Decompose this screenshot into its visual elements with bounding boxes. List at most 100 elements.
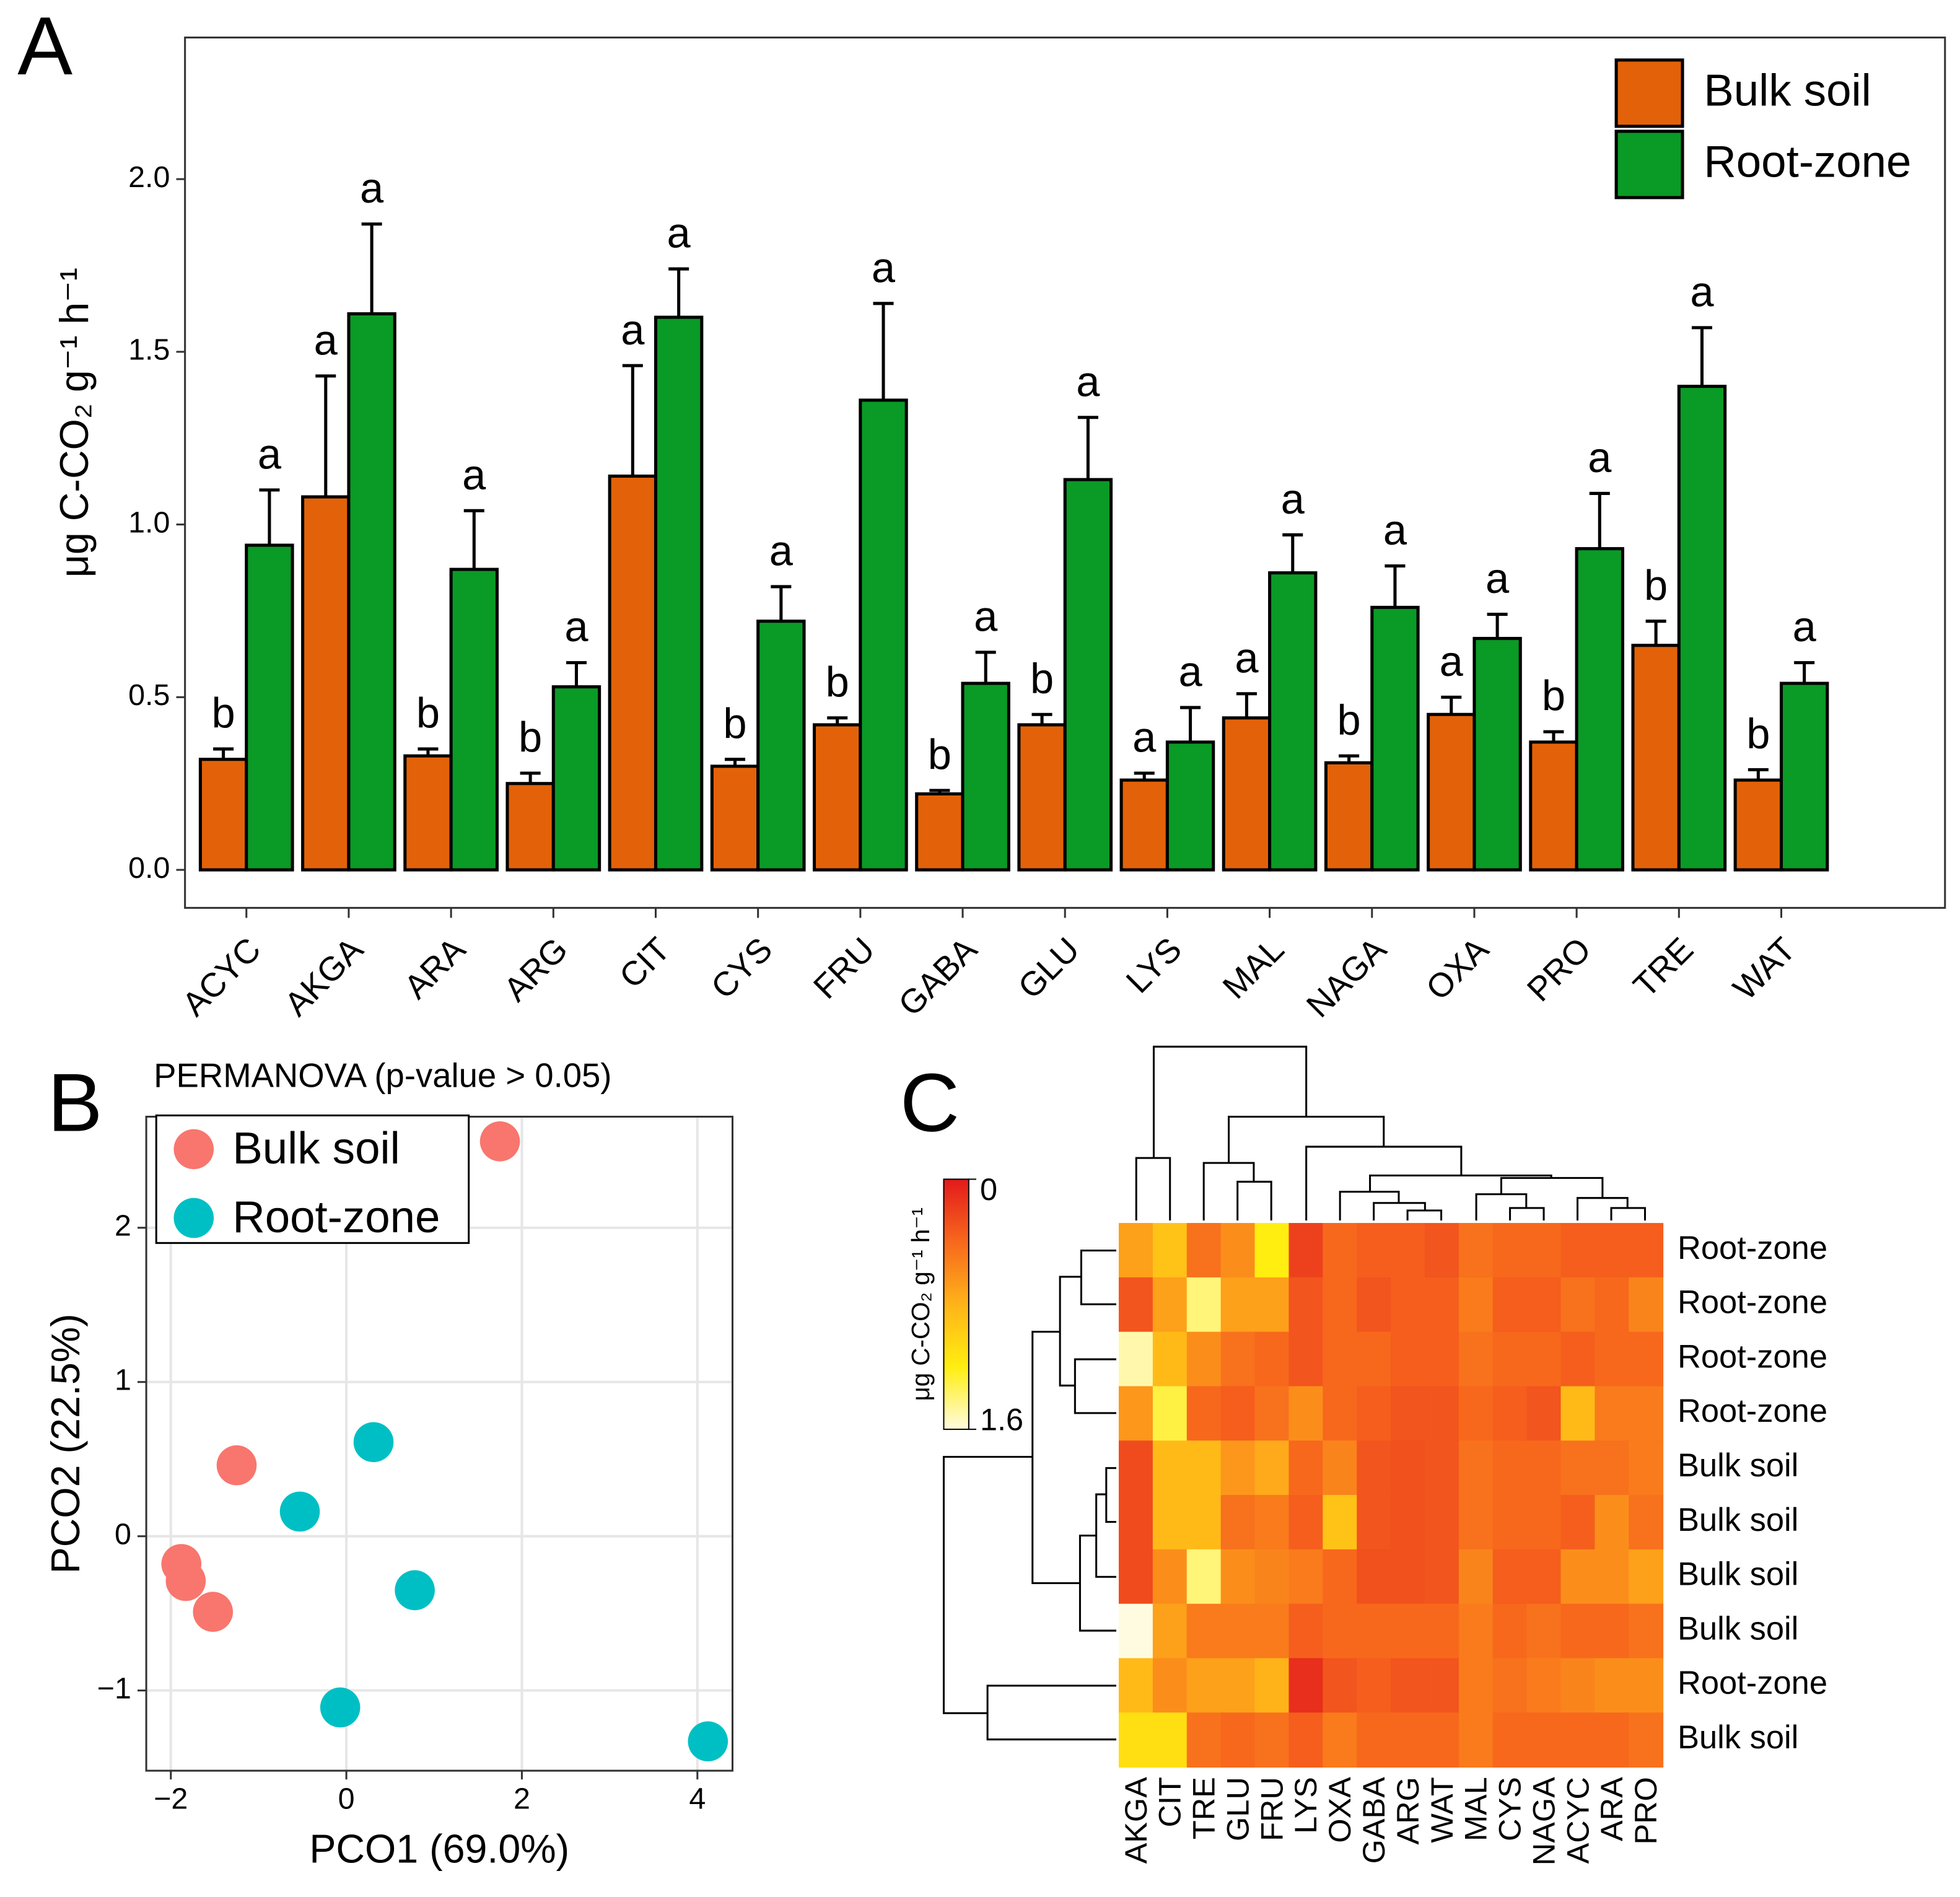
heatmap-cell [1186, 1658, 1222, 1714]
significance-letter: a [1383, 506, 1407, 554]
column-label: GLU [1220, 1777, 1255, 1841]
bar [1575, 547, 1624, 872]
column-label: CIT [1152, 1777, 1188, 1827]
row-label: Root-zone [1678, 1230, 1827, 1266]
heatmap-cell [1526, 1386, 1562, 1442]
y-tick-label: 1.5 [128, 333, 170, 367]
heatmap-cell [1526, 1712, 1562, 1768]
heatmap-cell [1152, 1277, 1188, 1333]
column-dendrogram [1135, 1045, 1647, 1221]
error-bar [315, 374, 336, 497]
bar [1222, 716, 1272, 872]
point [688, 1721, 728, 1762]
heatmap-cell [1118, 1331, 1153, 1387]
significance-letter: b [723, 699, 746, 747]
heatmap-cell [1492, 1712, 1528, 1768]
x-tick-label: LYS [1119, 930, 1189, 1000]
heatmap-cell [1186, 1277, 1222, 1333]
heatmap-cell [1152, 1712, 1188, 1768]
heatmap-cell [1254, 1440, 1290, 1496]
bar [608, 475, 658, 872]
row-label: Root-zone [1678, 1393, 1827, 1429]
bar [915, 792, 965, 872]
panel-label: A [17, 0, 72, 92]
heatmap-cell [1492, 1331, 1528, 1387]
legend-label: Bulk soil [1704, 66, 1871, 116]
heatmap-cell [1357, 1277, 1392, 1333]
colorbar-tick-label: 0 [980, 1172, 997, 1207]
heatmap-cell [1220, 1386, 1256, 1442]
heatmap-cell [1186, 1440, 1222, 1496]
error-bar [1282, 533, 1303, 573]
heatmap-cell [1526, 1223, 1562, 1278]
bar [1370, 605, 1420, 872]
heatmap-cell [1220, 1223, 1256, 1278]
error-bar [566, 661, 587, 687]
bar [1733, 778, 1783, 872]
x-tick-label: ARG [496, 930, 575, 1009]
heatmap-cell [1424, 1549, 1459, 1605]
bar [403, 754, 453, 872]
x-tick-label: CIT [612, 930, 677, 995]
significance-letter: a [1076, 357, 1100, 405]
heatmap-cell [1424, 1603, 1459, 1659]
heatmap-cell [1357, 1386, 1392, 1442]
heatmap-cell [1186, 1386, 1222, 1442]
bar [1324, 761, 1374, 872]
error-bar [1691, 326, 1713, 387]
error-bar [1180, 706, 1201, 742]
error-bar [1077, 416, 1098, 480]
x-tick-label: GABA [891, 930, 985, 1023]
x-tick-label: FRU [806, 930, 882, 1005]
error-bar [1385, 564, 1406, 608]
heatmap-cell [1254, 1712, 1290, 1768]
colorbar [943, 1178, 969, 1430]
heatmap-cell [1458, 1440, 1494, 1496]
significance-letter: b [1542, 672, 1565, 720]
heatmap-cell [1118, 1495, 1153, 1550]
significance-letter: b [518, 714, 542, 761]
column-label: ACYC [1560, 1777, 1595, 1864]
point [353, 1422, 394, 1463]
heatmap-cell [1424, 1712, 1459, 1768]
heatmap-cell [1152, 1495, 1188, 1550]
y-tick-label: 1 [115, 1364, 131, 1397]
column-label: TRE [1186, 1777, 1222, 1839]
y-tick-label: −1 [97, 1671, 131, 1705]
row-label: Bulk soil [1678, 1557, 1798, 1593]
legend-label: Root-zone [232, 1192, 440, 1242]
heatmap-cell [1526, 1603, 1562, 1659]
heatmap-cell [1323, 1712, 1358, 1768]
bar [301, 495, 351, 872]
heatmap-cell [1118, 1712, 1153, 1768]
heatmap-cell [1595, 1495, 1630, 1550]
column-label: ARG [1390, 1777, 1425, 1844]
heatmap-cell [1424, 1331, 1459, 1387]
error-bar [1031, 712, 1052, 725]
heatmap-cell [1629, 1712, 1664, 1768]
heatmap-cell [1526, 1658, 1562, 1714]
heatmap-cell [1220, 1495, 1256, 1550]
point [193, 1592, 234, 1632]
heatmap-cell [1526, 1440, 1562, 1496]
heatmap-cell [1254, 1658, 1290, 1714]
error-bar [259, 488, 280, 546]
heatmap-cell [1526, 1495, 1562, 1550]
error-bar [418, 747, 439, 756]
heatmap-cell [1152, 1331, 1188, 1387]
significance-letter: a [314, 317, 338, 364]
heatmap-cell [1323, 1658, 1358, 1714]
error-bar [1236, 692, 1257, 718]
heatmap-cell [1288, 1495, 1324, 1550]
heatmap-cell [1492, 1277, 1528, 1333]
heatmap-cell [1560, 1658, 1596, 1714]
heatmap-cell [1186, 1223, 1222, 1278]
x-axis-title: PCO1 (69.0%) [309, 1826, 569, 1871]
heatmap-cell [1424, 1277, 1459, 1333]
error-bar [1339, 754, 1360, 763]
heatmap-cell [1118, 1223, 1153, 1278]
heatmap-cell [1391, 1440, 1425, 1496]
heatmap-cell [1595, 1603, 1630, 1659]
y-tick-label: 2.0 [128, 160, 170, 194]
